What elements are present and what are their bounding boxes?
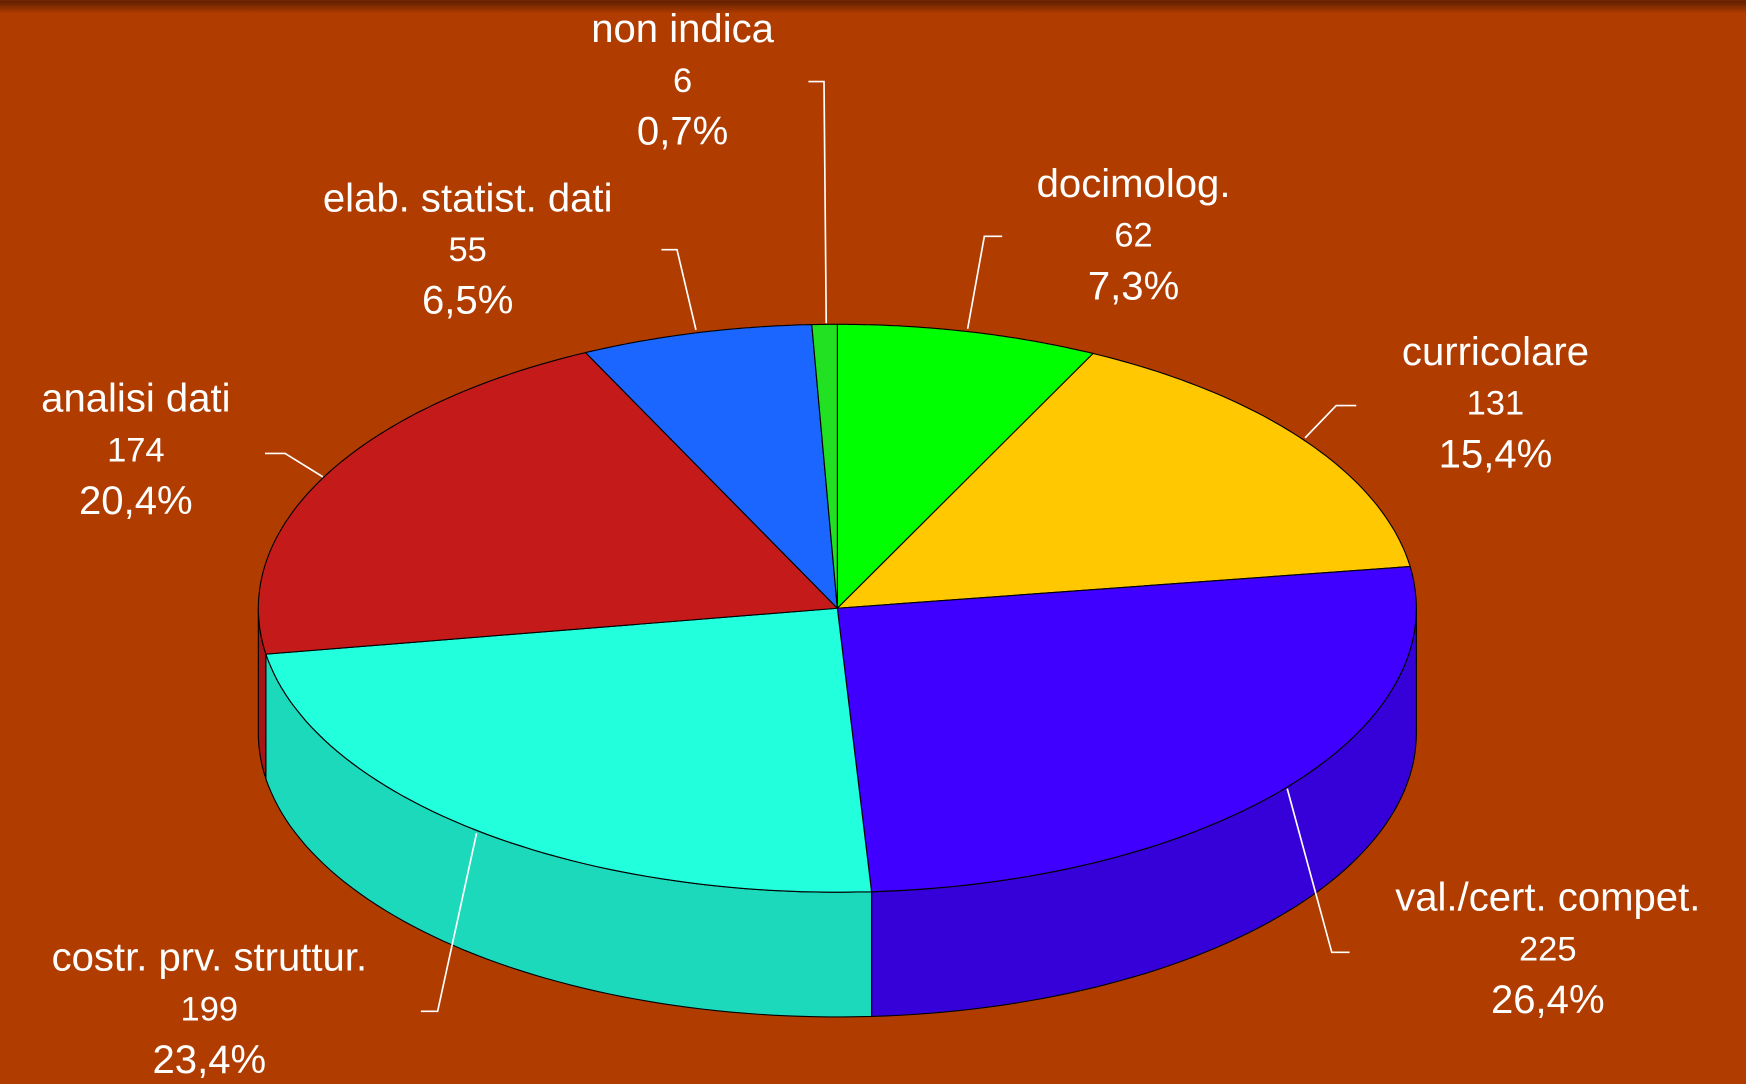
- leader-line: [1286, 788, 1350, 954]
- slice-count: 62: [1114, 217, 1152, 255]
- top-bar: [0, 0, 1746, 14]
- slice-label: elab. statist. dati: [323, 176, 613, 220]
- leader-line: [1304, 404, 1357, 439]
- slice-count: 55: [448, 231, 486, 269]
- slice-percent: 7,3%: [1088, 264, 1179, 308]
- slice-percent: 20,4%: [79, 479, 193, 523]
- leader-line: [661, 248, 697, 331]
- slice: [584, 323, 839, 610]
- slice: [811, 323, 838, 609]
- leader-line: [420, 833, 478, 1013]
- pie: [257, 323, 1417, 1018]
- slice-label: analisi dati: [41, 377, 230, 421]
- slice: [257, 351, 839, 655]
- slice-count: 225: [1519, 930, 1577, 968]
- labels: docimolog. 62 7,3% curricolare 131 15,4% val./…: [41, 7, 1700, 1082]
- slice-label: non indica: [591, 7, 774, 51]
- slice-percent: 23,4%: [153, 1038, 267, 1082]
- slice-percent: 6,5%: [422, 279, 513, 323]
- slice-count: 131: [1467, 385, 1525, 423]
- slice-label: val./cert. compet.: [1395, 876, 1700, 920]
- slice-percent: 0,7%: [637, 109, 728, 153]
- slice-label: curricolare: [1402, 330, 1589, 374]
- leader-line: [966, 235, 1003, 329]
- slice-percent: 15,4%: [1439, 432, 1553, 476]
- slice-count: 6: [673, 62, 692, 100]
- slice: [836, 565, 1417, 893]
- slice-percent: 26,4%: [1491, 978, 1605, 1022]
- slice-label: costr. prv. struttur.: [52, 936, 368, 980]
- leader-line: [808, 80, 828, 324]
- slice-count: 174: [107, 431, 165, 469]
- slice-label: docimolog.: [1037, 162, 1231, 206]
- slice: [835, 352, 1411, 609]
- leader-line: [265, 452, 324, 478]
- slice-count: 199: [181, 990, 239, 1028]
- slice: [836, 323, 1095, 610]
- slice: [265, 607, 873, 893]
